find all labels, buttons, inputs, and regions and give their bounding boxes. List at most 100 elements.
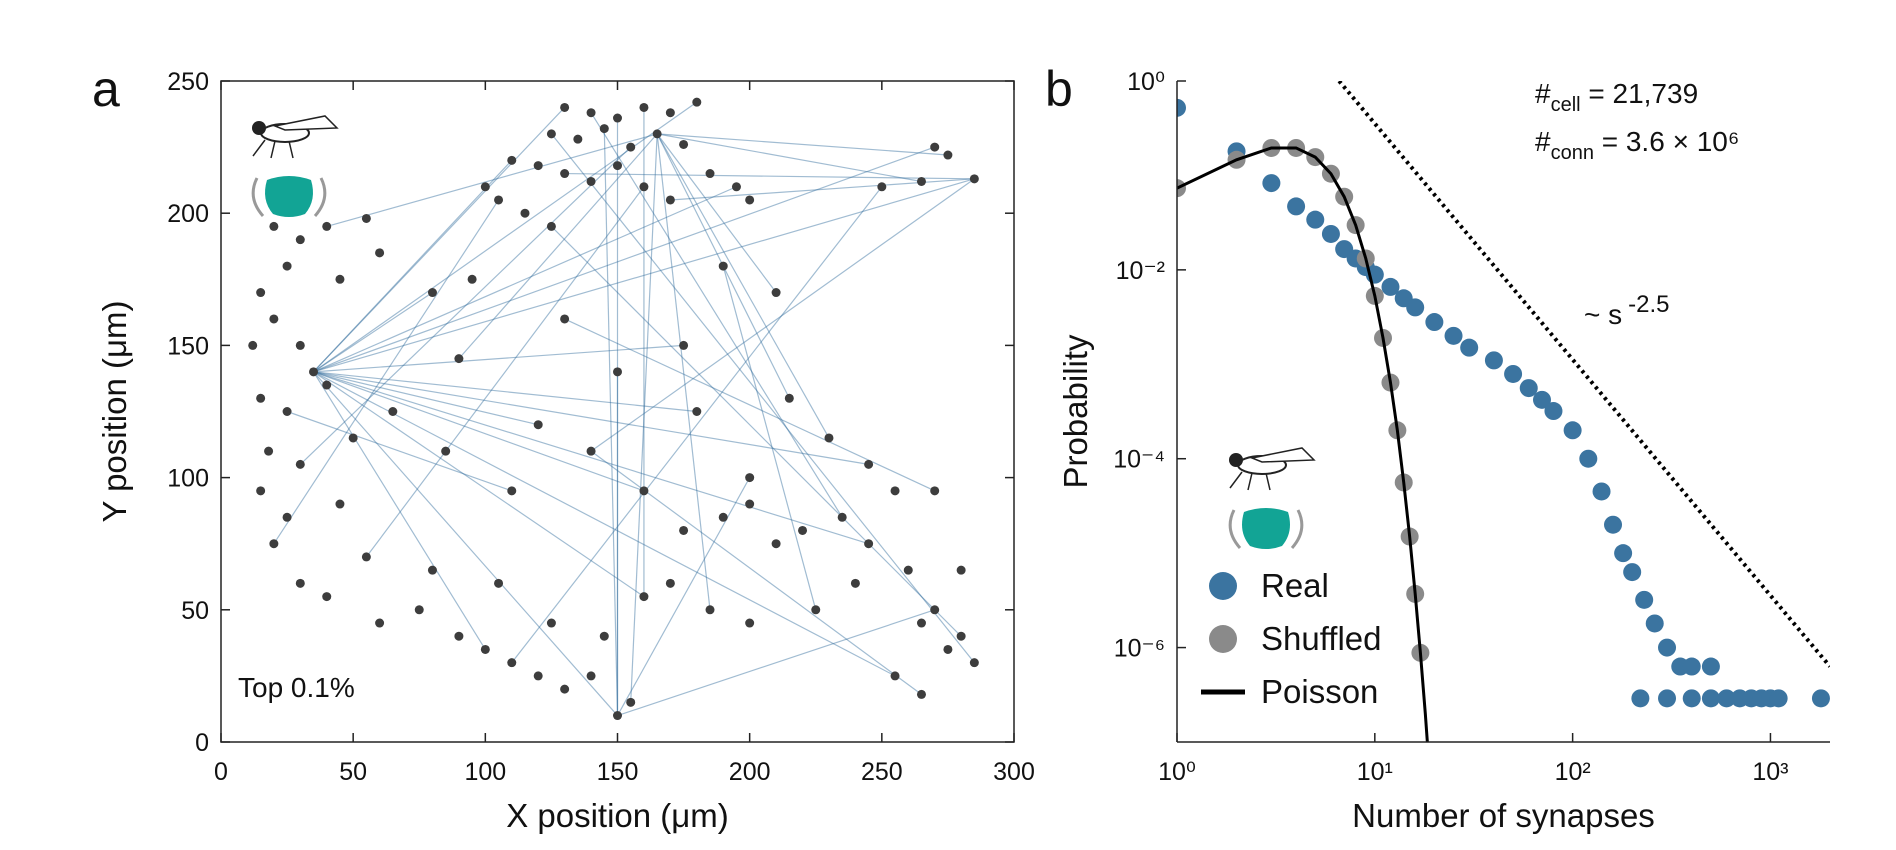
data-point (1592, 482, 1611, 501)
x-tick-label: 10² (1555, 758, 1591, 786)
edge (313, 371, 896, 677)
point (322, 380, 332, 390)
data-point (1682, 689, 1701, 708)
point (930, 605, 940, 615)
y-tick-label: 10⁻⁶ (1114, 635, 1165, 663)
x-tick-label: 10³ (1752, 758, 1788, 786)
point (586, 671, 596, 681)
point (771, 288, 781, 298)
point (309, 367, 319, 377)
point (546, 129, 556, 139)
point (943, 644, 953, 654)
annotation-subscript: cell (1551, 94, 1581, 116)
point (586, 176, 596, 186)
point (427, 565, 437, 575)
point (798, 525, 808, 535)
data-point (1717, 689, 1736, 708)
y-tick-label: 10⁰ (1127, 68, 1165, 96)
point (361, 213, 371, 223)
point (295, 340, 305, 350)
point (679, 525, 689, 535)
x-tick-label: 150 (597, 758, 639, 786)
edge (313, 344, 684, 373)
point (560, 102, 570, 112)
edge (617, 609, 935, 717)
point (441, 446, 451, 456)
panel-label: a (92, 61, 120, 117)
point (850, 578, 860, 588)
edge (365, 186, 645, 558)
y-axis-label: Y position (μm) (96, 301, 133, 523)
annotation-text: = 3.6 × 10⁶ (1594, 126, 1739, 157)
point (546, 618, 556, 628)
data-point (1769, 689, 1788, 708)
point (652, 129, 662, 139)
point (507, 155, 517, 165)
point (943, 150, 953, 160)
edge (299, 146, 632, 465)
point (454, 631, 464, 641)
point (639, 592, 649, 602)
edge (616, 477, 751, 716)
x-tick-label: 200 (729, 758, 771, 786)
point (956, 631, 966, 641)
edge (656, 133, 711, 610)
point (388, 407, 398, 416)
legend-marker (1209, 625, 1237, 653)
edge (313, 107, 566, 373)
point (560, 169, 570, 179)
x-axis-label: X position (μm) (506, 797, 729, 834)
point (837, 512, 847, 522)
point (586, 108, 596, 118)
point (705, 605, 715, 615)
point (613, 161, 622, 171)
y-tick-label: 10⁻² (1116, 257, 1165, 285)
panel-label: b (1045, 61, 1073, 117)
edge (273, 199, 500, 545)
point (745, 195, 755, 205)
point (692, 407, 702, 416)
fly-icon (1228, 447, 1316, 549)
data-point (1406, 298, 1425, 317)
point (269, 314, 279, 324)
edge (313, 371, 645, 598)
edge (313, 159, 513, 373)
annotation-text: Top 0.1% (238, 672, 355, 703)
point (718, 512, 728, 522)
point (546, 221, 556, 231)
point (745, 473, 755, 483)
y-axis-label: Probability (1057, 334, 1094, 489)
edge (550, 133, 975, 664)
point (264, 446, 274, 456)
point (718, 261, 728, 271)
annotation-text: = 21,739 (1581, 78, 1699, 109)
point (639, 182, 649, 192)
data-point (1532, 390, 1551, 409)
fly-icon (251, 115, 339, 217)
point (467, 274, 477, 284)
data-point (1484, 351, 1503, 370)
data-point (1604, 515, 1623, 534)
edge (313, 371, 618, 716)
point (533, 671, 543, 681)
data-point (1811, 689, 1830, 708)
point (282, 512, 292, 522)
point (427, 288, 437, 298)
annotation-text: # (1535, 78, 1551, 109)
edge (313, 292, 433, 373)
point (613, 367, 622, 377)
edge (313, 371, 486, 650)
data-point (1682, 657, 1701, 676)
point (414, 605, 424, 615)
edge (313, 186, 737, 373)
edge (564, 318, 935, 492)
point (771, 539, 781, 549)
point (573, 134, 583, 144)
edge (590, 178, 975, 452)
point (269, 221, 279, 231)
legend-label: Shuffled (1261, 620, 1382, 657)
point (375, 248, 385, 258)
point (956, 565, 966, 575)
point (295, 235, 305, 245)
